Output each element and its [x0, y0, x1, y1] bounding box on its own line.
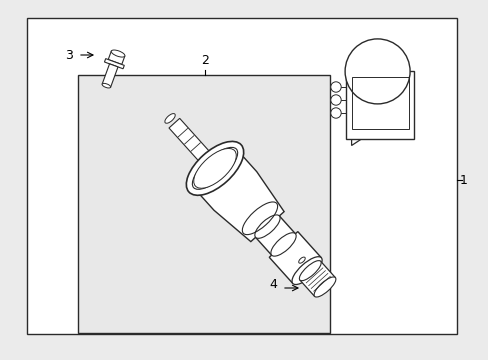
Ellipse shape — [298, 257, 305, 263]
Ellipse shape — [186, 141, 243, 195]
Ellipse shape — [102, 84, 110, 88]
Ellipse shape — [164, 113, 175, 123]
Bar — [346, 71, 413, 139]
Circle shape — [330, 82, 341, 92]
Bar — [27, 18, 456, 334]
Ellipse shape — [291, 257, 322, 284]
Polygon shape — [269, 231, 321, 283]
Polygon shape — [104, 59, 124, 69]
Polygon shape — [299, 261, 335, 296]
Polygon shape — [102, 64, 118, 87]
Bar — [351, 77, 408, 129]
Text: 3: 3 — [65, 49, 73, 62]
Bar — [78, 75, 329, 333]
Polygon shape — [193, 149, 284, 242]
Text: 1: 1 — [459, 174, 467, 186]
Polygon shape — [351, 54, 400, 145]
Ellipse shape — [192, 147, 237, 189]
Ellipse shape — [254, 215, 280, 238]
Ellipse shape — [111, 50, 124, 57]
Circle shape — [330, 108, 341, 118]
Polygon shape — [255, 216, 295, 255]
Ellipse shape — [193, 148, 236, 188]
Polygon shape — [169, 118, 214, 166]
Text: 4: 4 — [268, 279, 276, 292]
Text: 2: 2 — [201, 54, 208, 67]
Circle shape — [330, 95, 341, 105]
Ellipse shape — [299, 261, 321, 281]
Ellipse shape — [345, 39, 409, 104]
Ellipse shape — [270, 233, 296, 256]
Ellipse shape — [313, 277, 335, 297]
Polygon shape — [108, 51, 124, 64]
